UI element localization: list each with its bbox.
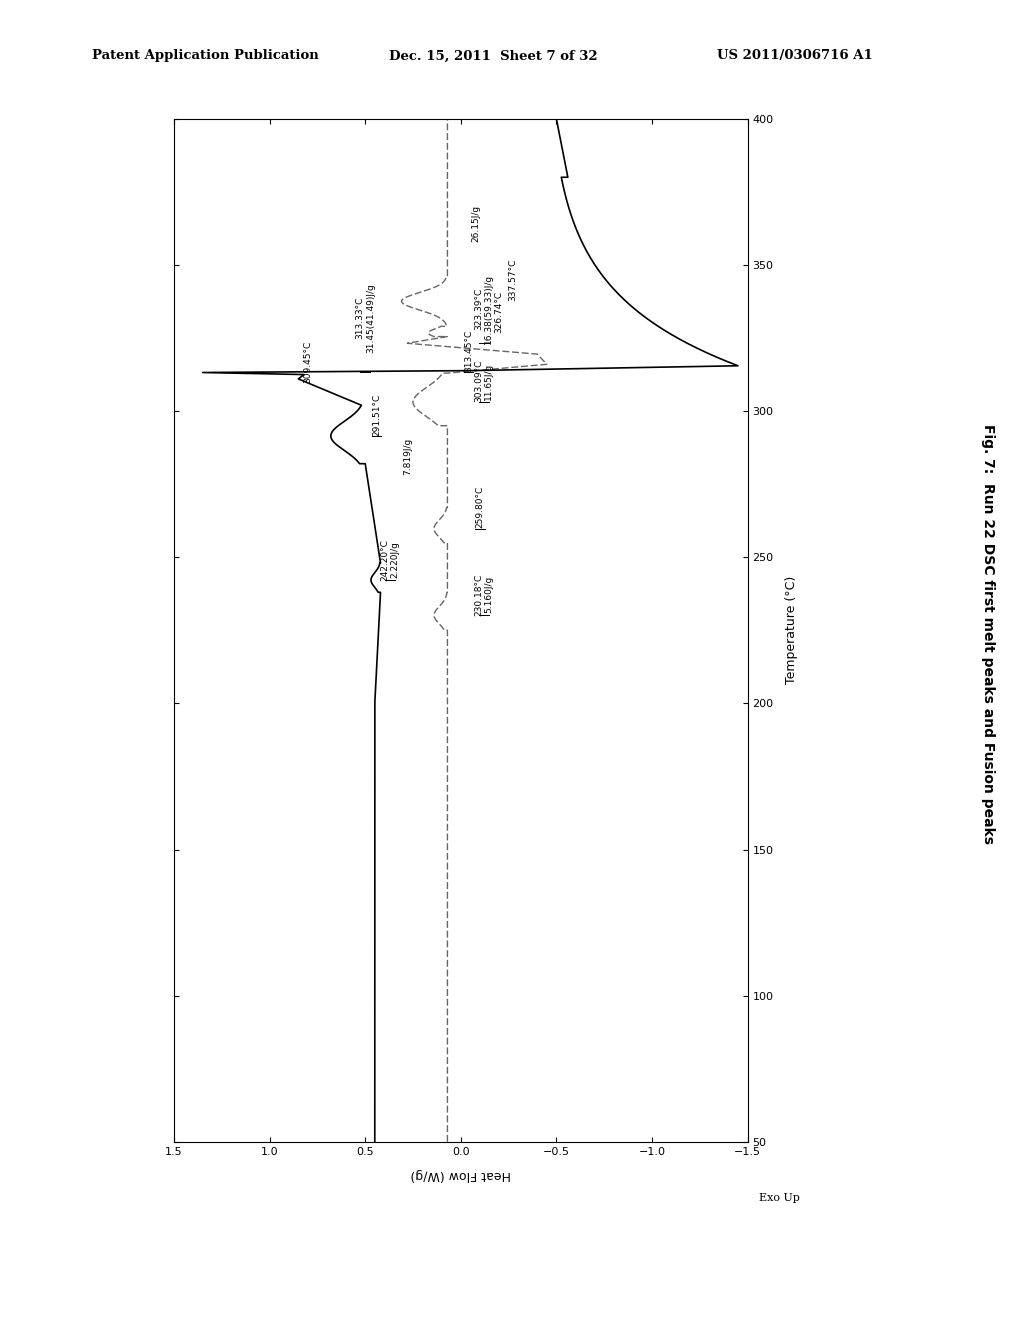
Text: US 2011/0306716 A1: US 2011/0306716 A1: [717, 49, 872, 62]
Text: 259.80°C: 259.80°C: [475, 486, 484, 528]
Text: 337.57°C: 337.57°C: [508, 259, 517, 301]
X-axis label: Heat Flow (W/g): Heat Flow (W/g): [411, 1168, 511, 1181]
Text: 303.09°C
11.65J/g: 303.09°C 11.65J/g: [474, 360, 494, 403]
Text: 242.20°C
2.220J/g: 242.20°C 2.220J/g: [380, 539, 399, 581]
Text: Exo Up: Exo Up: [759, 1193, 800, 1203]
Text: 7.819J/g: 7.819J/g: [402, 438, 412, 475]
Text: 313.45°C: 313.45°C: [464, 330, 473, 372]
Text: 309.45°C: 309.45°C: [303, 341, 312, 384]
Text: 326.74°C: 326.74°C: [495, 290, 504, 333]
Text: Dec. 15, 2011  Sheet 7 of 32: Dec. 15, 2011 Sheet 7 of 32: [389, 49, 598, 62]
Text: 26.15J/g: 26.15J/g: [472, 205, 480, 242]
Text: 313.33°C
31.45(41.49)J/g: 313.33°C 31.45(41.49)J/g: [355, 282, 375, 352]
Text: 291.51°C: 291.51°C: [372, 393, 381, 436]
Text: 323.39°C
16.38(59.33)J/g: 323.39°C 16.38(59.33)J/g: [474, 273, 494, 343]
Y-axis label: Temperature (°C): Temperature (°C): [784, 576, 798, 685]
Text: Fig. 7:  Run 22 DSC first melt peaks and Fusion peaks: Fig. 7: Run 22 DSC first melt peaks and …: [981, 424, 995, 843]
Text: Patent Application Publication: Patent Application Publication: [92, 49, 318, 62]
Text: 230.18°C
5.160J/g: 230.18°C 5.160J/g: [474, 573, 494, 615]
